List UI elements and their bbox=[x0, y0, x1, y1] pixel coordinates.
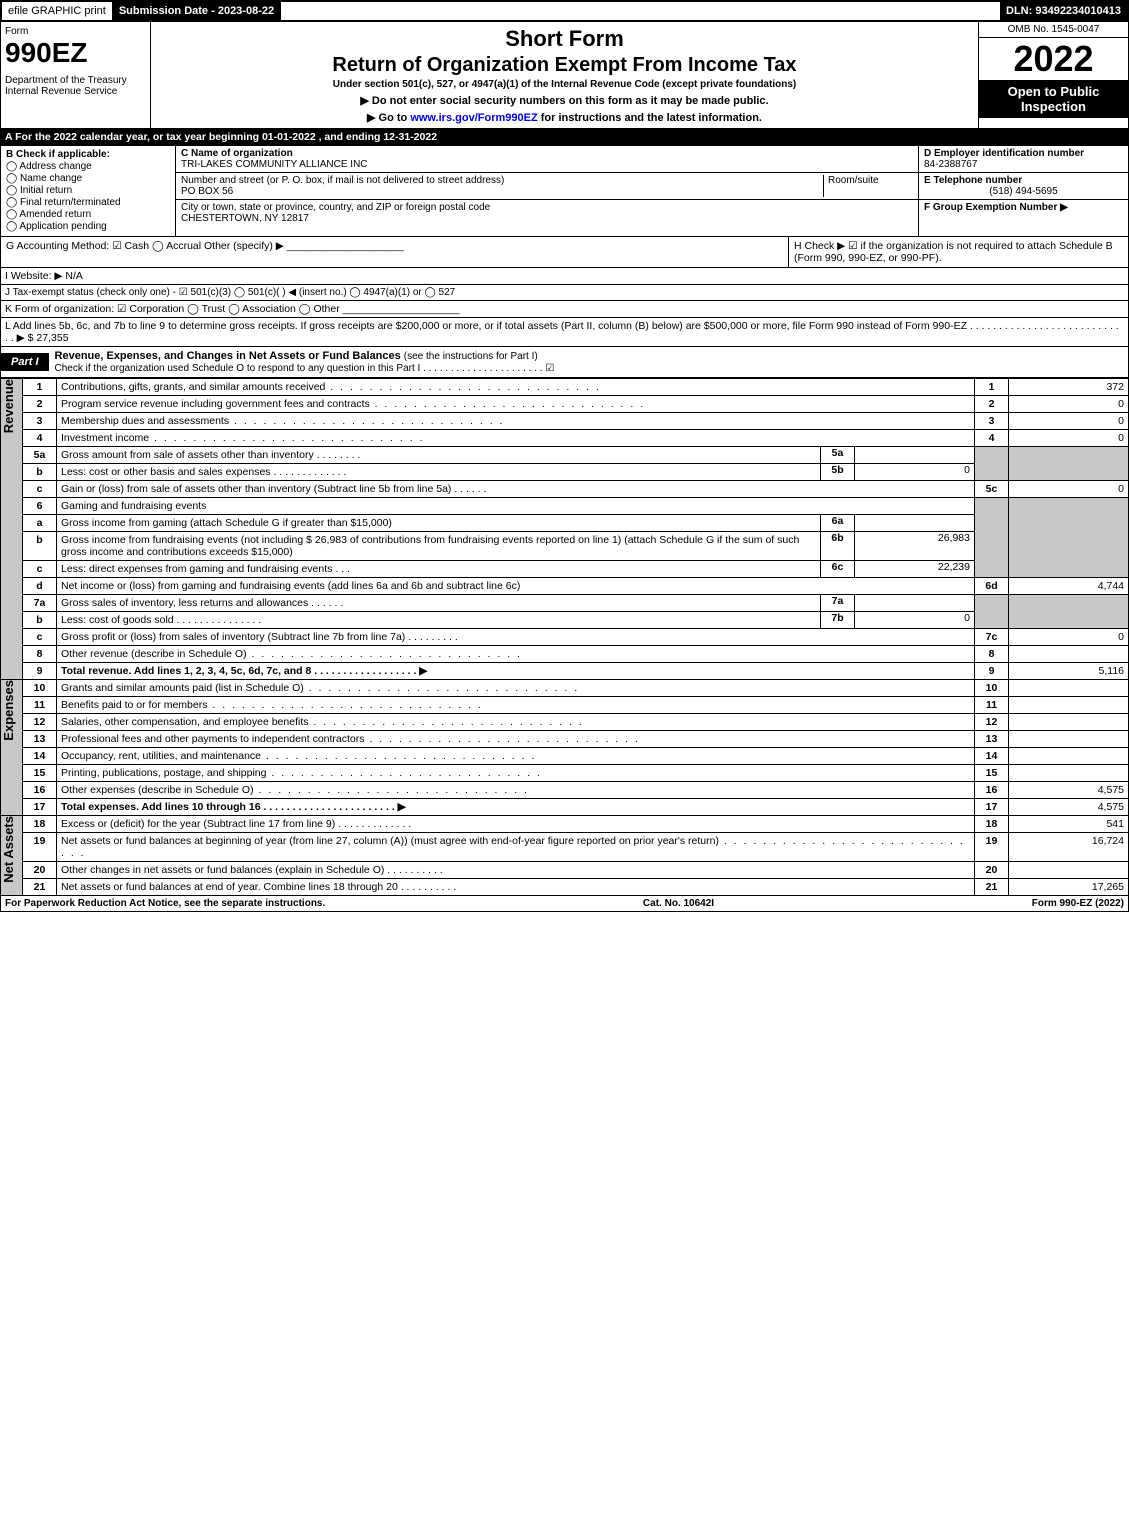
form-number: 990EZ bbox=[5, 37, 146, 69]
section-c-name-address: C Name of organization TRI-LAKES COMMUNI… bbox=[176, 146, 918, 236]
short-form-title: Short Form bbox=[155, 26, 974, 52]
group-exemption-label: F Group Exemption Number ▶ bbox=[924, 202, 1068, 213]
part-1-header: Part I Revenue, Expenses, and Changes in… bbox=[0, 347, 1129, 378]
org-name-label: C Name of organization bbox=[181, 148, 293, 159]
org-name: TRI-LAKES COMMUNITY ALLIANCE INC bbox=[181, 159, 368, 170]
ein-value: 84-2388767 bbox=[924, 159, 977, 170]
line-1: Revenue 1 Contributions, gifts, grants, … bbox=[1, 379, 1129, 396]
phone-label: E Telephone number bbox=[924, 175, 1022, 186]
group-exemption-block: F Group Exemption Number ▶ bbox=[919, 200, 1128, 215]
ein-block: D Employer identification number 84-2388… bbox=[919, 146, 1128, 173]
city-value: CHESTERTOWN, NY 12817 bbox=[181, 213, 309, 224]
line-9: 9Total revenue. Add lines 1, 2, 3, 4, 5c… bbox=[1, 663, 1129, 680]
revenue-group-label: Revenue bbox=[1, 379, 16, 433]
line-6b: bGross income from fundraising events (n… bbox=[1, 532, 1129, 561]
line-20: 20Other changes in net assets or fund ba… bbox=[1, 862, 1129, 879]
net-assets-group-label: Net Assets bbox=[1, 816, 16, 883]
line-19: 19Net assets or fund balances at beginni… bbox=[1, 833, 1129, 862]
line-4: 4Investment income40 bbox=[1, 430, 1129, 447]
line-17: 17Total expenses. Add lines 10 through 1… bbox=[1, 799, 1129, 816]
phone-value: (518) 494-5695 bbox=[924, 186, 1123, 197]
gross-receipts-note: L Add lines 5b, 6c, and 7b to line 9 to … bbox=[0, 318, 1129, 347]
entity-info-grid: B Check if applicable: ◯ Address change … bbox=[0, 146, 1129, 237]
city-block: City or town, state or province, country… bbox=[176, 200, 918, 226]
part-1-table: Revenue 1 Contributions, gifts, grants, … bbox=[0, 378, 1129, 896]
top-bar: efile GRAPHIC print Submission Date - 20… bbox=[0, 0, 1129, 22]
line-3: 3Membership dues and assessments30 bbox=[1, 413, 1129, 430]
form-header: Form 990EZ Department of the Treasury In… bbox=[0, 22, 1129, 129]
cb-name-change[interactable]: ◯ Name change bbox=[6, 173, 170, 184]
line-16: 16Other expenses (describe in Schedule O… bbox=[1, 782, 1129, 799]
g-h-row: G Accounting Method: ☑ Cash ◯ Accrual Ot… bbox=[0, 237, 1129, 268]
org-name-block: C Name of organization TRI-LAKES COMMUNI… bbox=[176, 146, 918, 173]
street-label: Number and street (or P. O. box, if mail… bbox=[181, 175, 504, 186]
under-section: Under section 501(c), 527, or 4947(a)(1)… bbox=[155, 79, 974, 90]
department: Department of the Treasury Internal Reve… bbox=[5, 75, 146, 97]
cb-address-change[interactable]: ◯ Address change bbox=[6, 161, 170, 172]
city-label: City or town, state or province, country… bbox=[181, 202, 490, 213]
form-of-organization: K Form of organization: ☑ Corporation ◯ … bbox=[0, 301, 1129, 318]
section-d-e-f: D Employer identification number 84-2388… bbox=[918, 146, 1128, 236]
line-7a: 7aGross sales of inventory, less returns… bbox=[1, 595, 1129, 612]
part-1-tab: Part I bbox=[1, 353, 49, 371]
line-7c: cGross profit or (loss) from sales of in… bbox=[1, 629, 1129, 646]
street-value: PO BOX 56 bbox=[181, 186, 233, 197]
section-b-heading: B Check if applicable: bbox=[6, 149, 110, 160]
line-6: 6Gaming and fundraising events bbox=[1, 498, 1129, 515]
line-18: Net Assets 18Excess or (deficit) for the… bbox=[1, 816, 1129, 833]
website-row: I Website: ▶ N/A bbox=[0, 268, 1129, 285]
line-6d: dNet income or (loss) from gaming and fu… bbox=[1, 578, 1129, 595]
line-7b: bLess: cost of goods sold . . . . . . . … bbox=[1, 612, 1129, 629]
part-1-check: Check if the organization used Schedule … bbox=[55, 363, 555, 374]
section-b-checkboxes: B Check if applicable: ◯ Address change … bbox=[1, 146, 176, 236]
phone-block: E Telephone number (518) 494-5695 bbox=[919, 173, 1128, 200]
room-suite-label: Room/suite bbox=[823, 175, 913, 197]
section-a-tax-year: A For the 2022 calendar year, or tax yea… bbox=[0, 129, 1129, 146]
schedule-b-check: H Check ▶ ☑ if the organization is not r… bbox=[788, 237, 1128, 267]
expenses-group-label: Expenses bbox=[1, 680, 16, 741]
line-11: 11Benefits paid to or for members11 bbox=[1, 697, 1129, 714]
part-1-title: Revenue, Expenses, and Changes in Net As… bbox=[49, 347, 1128, 377]
dln: DLN: 93492234010413 bbox=[1000, 2, 1127, 20]
omb-number: OMB No. 1545-0047 bbox=[979, 22, 1128, 38]
instructions-link[interactable]: ▶ Go to www.irs.gov/Form990EZ for instru… bbox=[155, 111, 974, 124]
ssn-warning: ▶ Do not enter social security numbers o… bbox=[155, 94, 974, 107]
tax-year: 2022 bbox=[979, 38, 1128, 80]
cb-final-return[interactable]: ◯ Final return/terminated bbox=[6, 197, 170, 208]
paperwork-notice: For Paperwork Reduction Act Notice, see … bbox=[5, 898, 325, 909]
ein-label: D Employer identification number bbox=[924, 148, 1084, 159]
line-5a: 5aGross amount from sale of assets other… bbox=[1, 447, 1129, 464]
header-right: OMB No. 1545-0047 2022 Open to Public In… bbox=[978, 22, 1128, 128]
street-block: Number and street (or P. O. box, if mail… bbox=[176, 173, 918, 200]
irs-link[interactable]: www.irs.gov/Form990EZ bbox=[410, 112, 537, 124]
accounting-method: G Accounting Method: ☑ Cash ◯ Accrual Ot… bbox=[1, 237, 788, 267]
line-14: 14Occupancy, rent, utilities, and mainte… bbox=[1, 748, 1129, 765]
line-15: 15Printing, publications, postage, and s… bbox=[1, 765, 1129, 782]
form-label: Form bbox=[5, 26, 146, 37]
cb-initial-return[interactable]: ◯ Initial return bbox=[6, 185, 170, 196]
line-2: 2Program service revenue including gover… bbox=[1, 396, 1129, 413]
line-12: 12Salaries, other compensation, and empl… bbox=[1, 714, 1129, 731]
header-center: Short Form Return of Organization Exempt… bbox=[151, 22, 978, 128]
efile-print-label[interactable]: efile GRAPHIC print bbox=[2, 2, 113, 20]
open-to-public: Open to Public Inspection bbox=[979, 80, 1128, 118]
line-10: Expenses 10Grants and similar amounts pa… bbox=[1, 680, 1129, 697]
cb-application-pending[interactable]: ◯ Application pending bbox=[6, 221, 170, 232]
cb-amended-return[interactable]: ◯ Amended return bbox=[6, 209, 170, 220]
line-8: 8Other revenue (describe in Schedule O)8 bbox=[1, 646, 1129, 663]
line-5b: bLess: cost or other basis and sales exp… bbox=[1, 464, 1129, 481]
page-footer: For Paperwork Reduction Act Notice, see … bbox=[0, 896, 1129, 912]
submission-date: Submission Date - 2023-08-22 bbox=[113, 2, 281, 20]
catalog-number: Cat. No. 10642I bbox=[325, 898, 1031, 909]
line-5c: cGain or (loss) from sale of assets othe… bbox=[1, 481, 1129, 498]
line-13: 13Professional fees and other payments t… bbox=[1, 731, 1129, 748]
line-6c: cLess: direct expenses from gaming and f… bbox=[1, 561, 1129, 578]
line-6a: aGross income from gaming (attach Schedu… bbox=[1, 515, 1129, 532]
main-title: Return of Organization Exempt From Incom… bbox=[155, 54, 974, 77]
line-21: 21Net assets or fund balances at end of … bbox=[1, 879, 1129, 896]
tax-exempt-status: J Tax-exempt status (check only one) - ☑… bbox=[0, 285, 1129, 301]
form-ref: Form 990-EZ (2022) bbox=[1032, 898, 1124, 909]
header-left: Form 990EZ Department of the Treasury In… bbox=[1, 22, 151, 128]
